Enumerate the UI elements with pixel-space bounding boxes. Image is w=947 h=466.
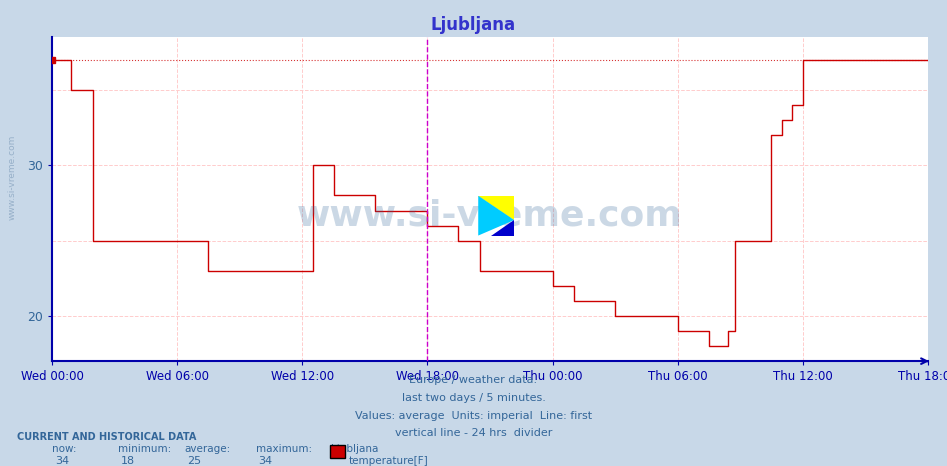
- Text: Europe / weather data.: Europe / weather data.: [409, 375, 538, 385]
- Polygon shape: [478, 196, 514, 220]
- Text: www.si-vreme.com: www.si-vreme.com: [8, 134, 17, 220]
- Text: now:: now:: [52, 444, 77, 453]
- Text: 34: 34: [55, 456, 69, 466]
- Text: Values: average  Units: imperial  Line: first: Values: average Units: imperial Line: fi…: [355, 411, 592, 420]
- Text: Ljubljana: Ljubljana: [431, 16, 516, 34]
- Text: average:: average:: [185, 444, 231, 453]
- Text: last two days / 5 minutes.: last two days / 5 minutes.: [402, 393, 545, 403]
- Text: Ljubljana: Ljubljana: [331, 444, 379, 453]
- Text: 34: 34: [259, 456, 273, 466]
- Text: CURRENT AND HISTORICAL DATA: CURRENT AND HISTORICAL DATA: [17, 432, 196, 442]
- Text: 18: 18: [121, 456, 135, 466]
- Text: 25: 25: [188, 456, 202, 466]
- Polygon shape: [491, 220, 514, 236]
- Text: maximum:: maximum:: [256, 444, 312, 453]
- Text: minimum:: minimum:: [118, 444, 171, 453]
- Text: vertical line - 24 hrs  divider: vertical line - 24 hrs divider: [395, 428, 552, 438]
- Polygon shape: [478, 196, 514, 236]
- Text: www.si-vreme.com: www.si-vreme.com: [297, 199, 683, 233]
- Text: temperature[F]: temperature[F]: [348, 456, 428, 466]
